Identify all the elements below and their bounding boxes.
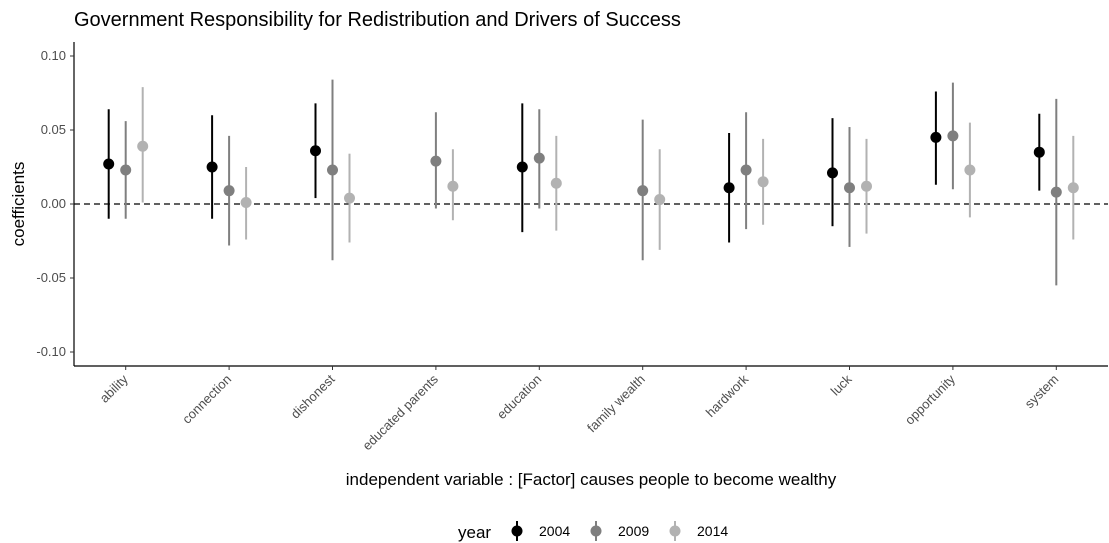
x-tick-label: dishonest (288, 371, 338, 421)
point-2004 (827, 167, 838, 179)
x-tick-label: luck (828, 371, 855, 398)
point-2009 (533, 152, 545, 164)
legend-label-2014: 2014 (697, 523, 728, 539)
point-2009 (844, 182, 855, 194)
x-tick-label: hardwork (703, 371, 752, 420)
point-2014 (654, 194, 666, 206)
legend: year 2004 2009 2014 (458, 521, 728, 542)
y-tick-label: 0.05 (41, 122, 66, 137)
y-tick-label: -0.05 (36, 270, 66, 285)
point-2014 (964, 164, 976, 176)
legend-key-point-2009 (590, 525, 602, 537)
chart-title: Government Responsibility for Redistribu… (74, 9, 681, 31)
point-2004 (723, 182, 735, 194)
y-tick-label: 0.00 (41, 196, 66, 211)
point-2004 (206, 161, 218, 173)
point-2014 (550, 177, 562, 189)
legend-key-point-2014 (669, 525, 681, 537)
x-tick-label: educated parents (359, 371, 441, 453)
point-2014 (1067, 182, 1079, 194)
point-2009 (223, 185, 235, 197)
point-2014 (861, 180, 872, 192)
point-2014 (137, 140, 149, 152)
x-tick-label: education (494, 372, 544, 422)
x-tick-label: ability (97, 371, 131, 405)
point-2014 (447, 180, 459, 192)
point-2004 (310, 145, 321, 157)
point-2014 (757, 176, 769, 188)
legend-label-2004: 2004 (539, 523, 570, 539)
point-2009 (120, 164, 132, 176)
x-tick-label: system (1022, 372, 1062, 412)
point-2014 (240, 197, 252, 209)
legend-key-point-2004 (511, 525, 523, 537)
point-2014 (344, 192, 355, 204)
y-axis-title: coefficients (9, 162, 28, 247)
point-2004 (103, 158, 115, 170)
point-2009 (947, 130, 959, 142)
point-2009 (430, 155, 442, 167)
point-2009 (1050, 186, 1062, 198)
point-2009 (327, 164, 338, 176)
legend-label-2009: 2009 (618, 523, 649, 539)
legend-title: year (458, 523, 491, 542)
x-tick-label: connection (179, 372, 234, 427)
point-2004 (1033, 146, 1045, 158)
y-tick-label: -0.10 (36, 344, 66, 359)
point-2009 (740, 164, 752, 176)
x-tick-label: opportunity (902, 371, 958, 427)
point-2009 (637, 185, 649, 197)
plot-area: 0.10 0.05 0.00 -0.05 -0.10 ability connection d… (36, 42, 1108, 453)
x-axis-title: independent variable : [Factor] causes p… (346, 470, 837, 489)
point-2004 (516, 161, 528, 173)
x-tick-label: family wealth (584, 372, 648, 436)
y-tick-label: 0.10 (41, 48, 66, 63)
point-2004 (930, 131, 942, 143)
